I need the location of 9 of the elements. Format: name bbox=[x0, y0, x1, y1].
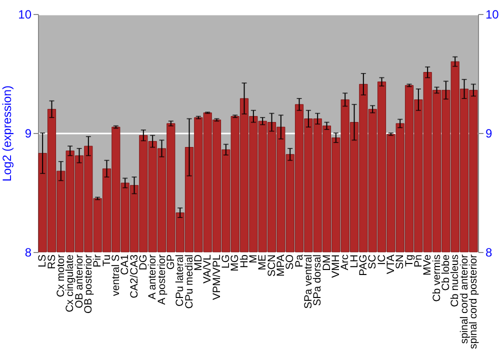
y2-tick-label: 10 bbox=[486, 8, 500, 22]
y-axis-title: Log2 (expression) bbox=[0, 85, 14, 182]
x-tick-label: MVe bbox=[422, 254, 434, 276]
y2-tick-label: 9 bbox=[486, 126, 492, 140]
y-tick-label: 8 bbox=[24, 246, 32, 260]
y-tick-label: 9 bbox=[24, 126, 32, 140]
y2-tick-label: 8 bbox=[486, 246, 492, 260]
y-tick-label: 10 bbox=[18, 8, 32, 22]
x-tick-label: Cb lobe bbox=[440, 254, 452, 291]
